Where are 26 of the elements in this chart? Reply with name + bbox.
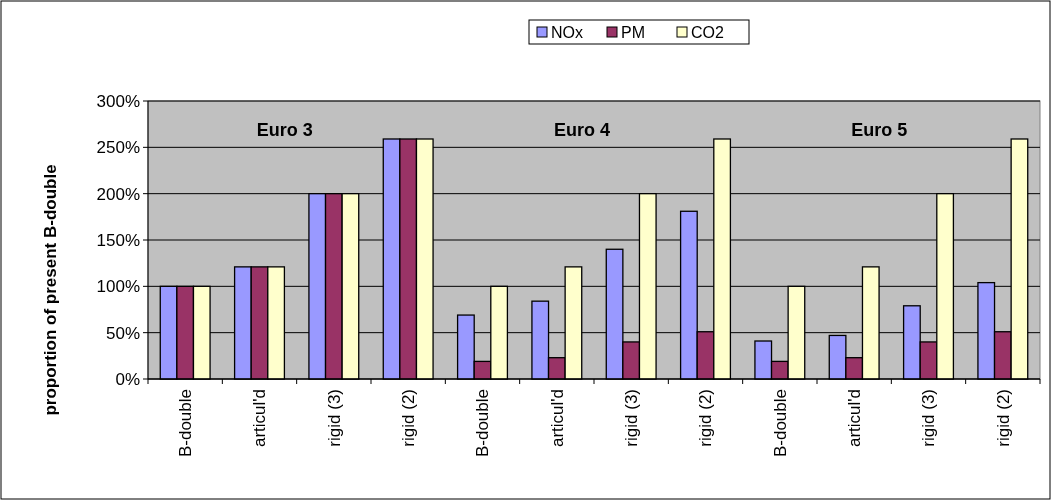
x-tick-label: rigid (3) [622, 389, 642, 447]
y-tick-label: 250% [96, 138, 140, 158]
y-tick-label: 150% [96, 230, 140, 250]
y-tick-label: 100% [96, 277, 140, 297]
x-tick-label: articul'd [250, 389, 270, 448]
x-tick-label: rigid (2) [399, 389, 419, 447]
x-tick-label: B-double [770, 389, 790, 458]
x-tick-label: rigid (2) [696, 389, 716, 447]
legend-label: CO2 [691, 23, 724, 41]
y-tick-label: 0% [115, 369, 140, 389]
y-tick-label: 200% [96, 184, 140, 204]
annotation: Euro 4 [553, 120, 611, 140]
x-tick-label: articul'd [845, 389, 865, 448]
x-tick-label: rigid (3) [919, 389, 939, 447]
y-tick-label: 300% [96, 91, 140, 111]
x-tick-label: rigid (2) [993, 389, 1013, 447]
annotation: Euro 5 [851, 120, 908, 140]
y-axis-title: proportion of present B-double [41, 164, 60, 416]
x-tick-label: B-double [473, 389, 493, 458]
x-tick-label: rigid (3) [324, 389, 344, 447]
x-tick-label: B-double [176, 389, 196, 458]
legend-label: PM [621, 23, 645, 41]
legend-label: NOx [551, 23, 583, 41]
x-tick-label: articul'd [547, 389, 567, 448]
y-tick-label: 50% [105, 323, 140, 343]
annotation: Euro 3 [256, 120, 313, 140]
